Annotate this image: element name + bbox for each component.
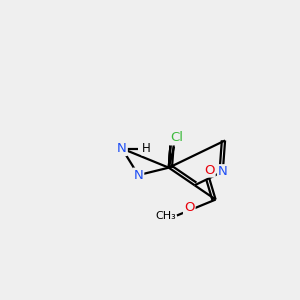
Text: O: O xyxy=(204,164,215,177)
Text: O: O xyxy=(184,201,194,214)
Text: N: N xyxy=(134,169,143,182)
Text: N: N xyxy=(218,165,228,178)
Text: CH₃: CH₃ xyxy=(155,211,176,220)
Text: Cl: Cl xyxy=(170,131,183,144)
Text: N: N xyxy=(117,142,127,155)
Text: H: H xyxy=(142,142,151,155)
